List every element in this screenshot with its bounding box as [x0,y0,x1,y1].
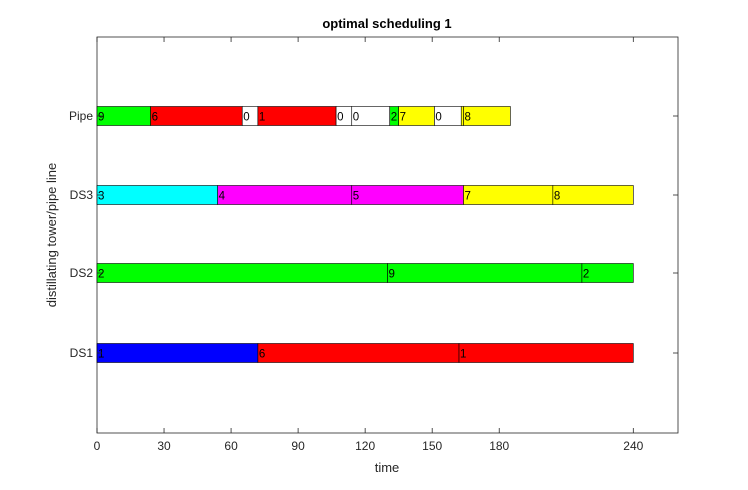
chart-title: optimal scheduling 1 [322,16,451,31]
segment-bar [387,263,583,283]
y-tick-label: DS1 [70,346,94,360]
segment-label: 0 [353,112,359,124]
segment-bar [96,106,151,126]
x-tick-label: 0 [94,439,101,453]
segment-label: 9 [389,269,395,281]
x-axis-label: time [375,460,400,475]
segment-bar [463,185,554,205]
segment-bar [460,106,464,126]
x-tick-label: 30 [157,439,171,453]
y-tick-label: DS2 [70,266,94,280]
segment-label: 2 [391,112,397,124]
segment-bar [217,185,353,205]
segment-label: 1 [460,349,466,361]
segment-bar [581,263,634,283]
segment-label: 2 [583,269,589,281]
segment-label: 9 [98,112,104,124]
y-tick-label: DS3 [70,188,94,202]
segment-bar [96,263,388,283]
x-tick-label: 240 [623,439,643,453]
segment-label: 8 [554,191,560,203]
segment-bar [458,343,634,363]
segment-bar [96,185,218,205]
segment-bar [351,185,464,205]
x-tick-label: 120 [355,439,375,453]
segment-label: 1 [98,349,104,361]
segment-label: 5 [353,191,359,203]
segment-label: 1 [259,112,265,124]
segment-bar [150,106,243,126]
segment-label: 2 [98,269,104,281]
segment-label: 0 [435,112,441,124]
x-tick-label: 60 [224,439,238,453]
x-tick-label: 90 [291,439,305,453]
segment-bar [463,106,511,126]
segment-bar [257,106,337,126]
segment-label: 0 [337,112,343,124]
x-tick-label: 150 [422,439,442,453]
segment-label: 6 [259,349,265,361]
x-tick-label: 180 [489,439,509,453]
segment-bar [552,185,634,205]
segment-label: 7 [400,112,406,124]
y-tick-label: Pipe [69,109,93,123]
segments-layer: 1 6 12 9 23 4 5 7 89 6 0 1 0 0 2 7 0 8 [96,106,634,363]
segment-label: 6 [152,112,158,124]
plot-area [96,36,679,434]
segment-label: 3 [98,191,104,203]
segment-label: 7 [464,191,470,203]
segment-label: 0 [243,112,249,124]
segment-label: 4 [219,191,226,203]
segment-bar [96,343,259,363]
segment-label: 8 [464,112,470,124]
y-axis-label: distillating tower/pipe line [44,163,59,308]
segment-bar [257,343,460,363]
